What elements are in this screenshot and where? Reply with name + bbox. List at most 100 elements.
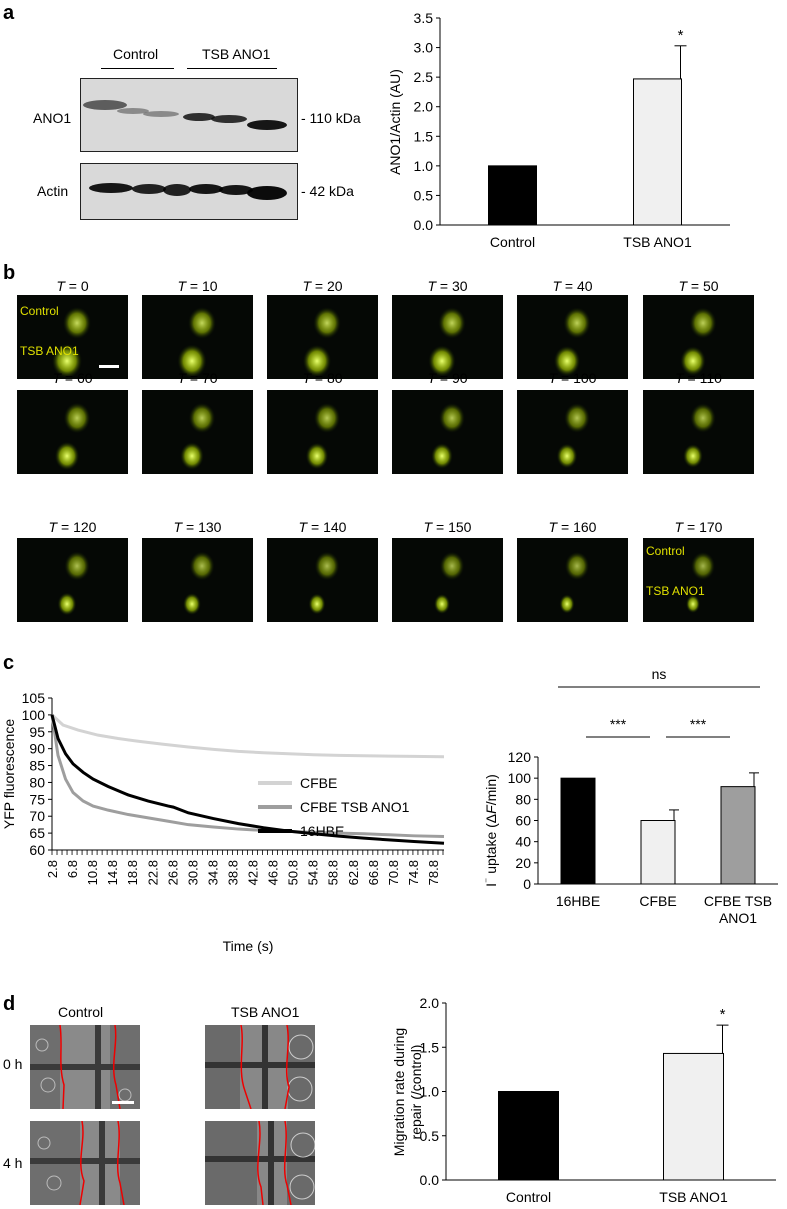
- x-tick-label: 66.8: [366, 860, 381, 885]
- y-axis-title-part: uptake (Δ: [483, 814, 499, 878]
- control-cell: [690, 403, 716, 433]
- treated-cell: [302, 344, 332, 378]
- y-axis-title-line: Migration rate during: [391, 1028, 407, 1156]
- time-value: = 120: [57, 519, 97, 535]
- time-symbol: T: [548, 519, 558, 535]
- wound-image-control-0h: [30, 1025, 140, 1109]
- blot-size-actin: - 42 kDa: [301, 183, 354, 199]
- fluorescence-frame: [392, 538, 503, 622]
- time-value: = 160: [557, 519, 597, 535]
- control-cell: [564, 551, 590, 581]
- x-tick-label: 54.8: [306, 860, 321, 885]
- time-value: = 100: [557, 370, 597, 386]
- wound-edges: [205, 1025, 315, 1109]
- timepoint-label: T = 60: [17, 370, 128, 386]
- wound-image-control-4h: [30, 1121, 140, 1205]
- wound-image-treated-0h: [205, 1025, 315, 1109]
- y-axis-title-part: F: [483, 804, 499, 814]
- time-symbol: T: [48, 519, 58, 535]
- timepoint-label: T = 70: [142, 370, 253, 386]
- fluorescence-frame: [517, 538, 628, 622]
- fluorescence-frame: Control TSB ANO1: [17, 295, 128, 379]
- x-tick-label: 10.8: [85, 860, 100, 885]
- y-tick-label: 20: [515, 855, 531, 871]
- treated-cell: [177, 344, 207, 378]
- blot-size-ano1: - 110 kDa: [301, 110, 361, 126]
- y-tick-label: 100: [22, 707, 46, 723]
- time-symbol: T: [177, 370, 187, 386]
- panel-b-label: b: [3, 262, 16, 284]
- control-cell: [563, 307, 591, 339]
- time-symbol: T: [552, 278, 562, 294]
- time-symbol: T: [548, 370, 558, 386]
- panel-d-bar-chart: 0.0 0.5 1.0 1.5 2.0 Control * TSB ANO1 Migration…: [391, 995, 776, 1205]
- y-tick-label: 1.5: [414, 128, 434, 144]
- comparison-label: ***: [690, 716, 707, 732]
- y-tick-label: 0.5: [420, 1128, 440, 1144]
- time-value: = 40: [561, 278, 593, 294]
- x-tick-label: 70.8: [386, 860, 401, 885]
- time-symbol: T: [675, 370, 684, 386]
- time-value: = 110: [683, 370, 722, 386]
- control-cell: [63, 307, 91, 339]
- y-tick-label: 1.0: [420, 1084, 440, 1100]
- time-value: = 90: [436, 370, 468, 386]
- timepoint-label: T = 20: [267, 278, 378, 294]
- panel-a-bar-chart: 0.0 0.5 1.0 1.5 2.0 2.5 3.0 3.5 Control * TSB ANO1…: [387, 10, 730, 250]
- time-symbol: T: [674, 519, 684, 535]
- treated-cell: [553, 345, 581, 377]
- timepoint-label: T = 10: [142, 278, 253, 294]
- ano1-blot-bands: [83, 100, 287, 130]
- y-tick-label: 40: [515, 834, 531, 850]
- cells: [680, 307, 717, 376]
- fluorescence-frame: [392, 295, 503, 379]
- time-value: = 170: [683, 519, 723, 535]
- timepoint-label: T = 90: [392, 370, 503, 386]
- treated-cell: [428, 345, 456, 377]
- x-tick-label: 22.8: [145, 860, 160, 885]
- series-line: [50, 714, 445, 838]
- x-tick-label: 62.8: [346, 860, 361, 885]
- treated-cell: [683, 444, 703, 468]
- x-axis-title: Time (s): [223, 938, 274, 954]
- time-symbol: T: [427, 278, 437, 294]
- treated-cell: [57, 592, 77, 616]
- fluorescence-frame: [643, 295, 754, 379]
- x-tick-label: 30.8: [185, 860, 200, 885]
- wound-row-label-4h: 4 h: [3, 1155, 23, 1171]
- actin-blot-image: [80, 163, 298, 220]
- x-category-label: 16HBE: [556, 893, 600, 909]
- comparison-label: ns: [652, 666, 667, 682]
- cells: [305, 402, 341, 470]
- panel-c-bar-chart: 0 20 40 60 80 100 120 16HBE CFBE CFBE TSB ANO1 *** *…: [483, 666, 778, 926]
- time-symbol: T: [52, 370, 62, 386]
- cells: [54, 402, 91, 471]
- y-tick-label: 1.5: [420, 1039, 440, 1055]
- time-symbol: T: [302, 370, 312, 386]
- cells: [57, 551, 90, 616]
- y-tick-label: 65: [29, 825, 45, 841]
- y-axis-title-part: ⁻: [483, 878, 494, 883]
- cells: [559, 551, 590, 614]
- y-tick-label: 3.5: [414, 10, 434, 26]
- actin-blot-bands: [89, 183, 287, 200]
- timepoint-label: T = 120: [17, 519, 128, 535]
- y-tick-label: 90: [29, 741, 45, 757]
- x-category-line: CFBE: [639, 893, 676, 909]
- time-value: = 60: [61, 370, 93, 386]
- fluorescence-frame: [17, 390, 128, 474]
- y-axis-title-line: repair (/control): [408, 1045, 424, 1140]
- fluorescence-frame: Control TSB ANO1: [643, 538, 754, 622]
- treated-cell: [183, 593, 201, 615]
- x-category-label: Control: [506, 1189, 551, 1205]
- cells: [434, 551, 465, 614]
- x-tick-label: 78.8: [426, 860, 441, 885]
- control-cell: [314, 551, 340, 581]
- panel-a-label: a: [3, 2, 15, 24]
- timepoint-label: T = 110: [643, 370, 754, 386]
- x-tick-label: 42.8: [246, 860, 261, 885]
- x-category-label: TSB ANO1: [623, 234, 692, 250]
- wound-edges: [30, 1121, 140, 1205]
- y-tick-label: 105: [22, 690, 46, 706]
- y-axis-title: I⁻ uptake (ΔF/min): [483, 774, 500, 887]
